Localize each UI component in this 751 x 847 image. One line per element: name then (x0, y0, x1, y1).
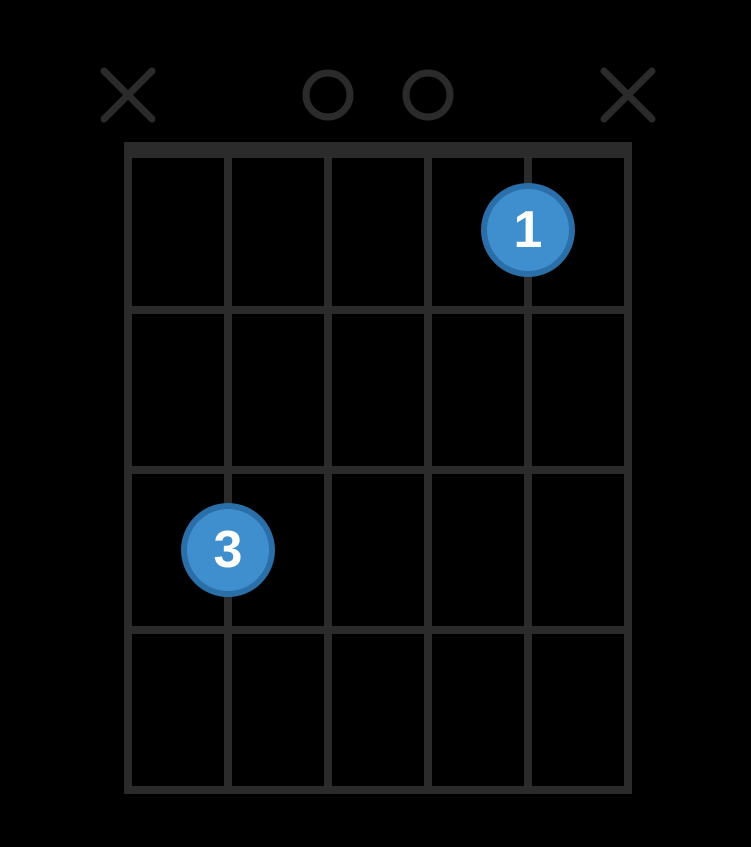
chord-diagram-container: { "diagram": { "type": "chord-diagram", … (0, 0, 751, 847)
chord-diagram: 13 (0, 0, 751, 847)
background (0, 0, 751, 847)
finger-label: 1 (514, 201, 543, 259)
finger-label: 3 (214, 521, 243, 579)
